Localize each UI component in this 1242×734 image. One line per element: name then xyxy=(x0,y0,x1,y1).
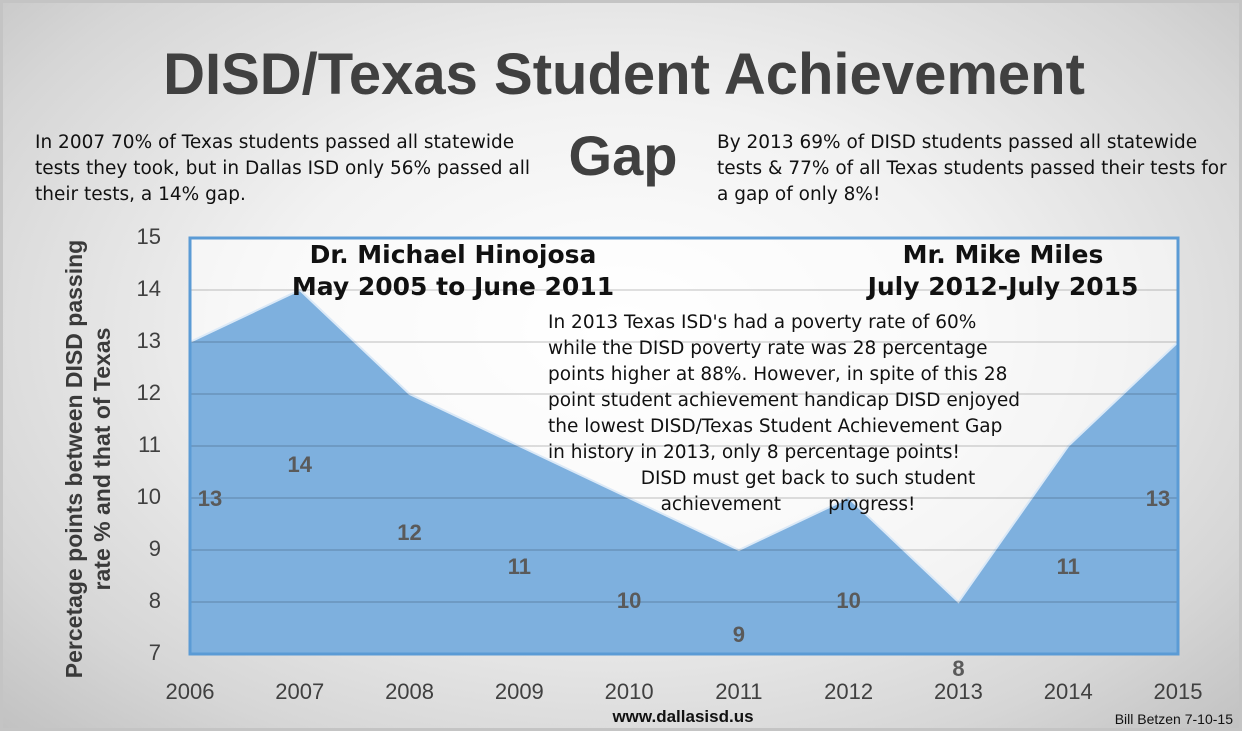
poverty-annotation: In 2013 Texas ISD's had a poverty rate o… xyxy=(548,310,1068,518)
footer-url: www.dallasisd.us xyxy=(612,707,754,726)
y-tick-label: 14 xyxy=(136,276,161,301)
annotation-line: in history in 2013, only 8 percentage po… xyxy=(548,442,960,463)
data-label: 13 xyxy=(1145,486,1171,511)
data-label: 10 xyxy=(836,588,861,613)
data-label: 14 xyxy=(287,452,312,477)
x-tick-label: 2011 xyxy=(715,679,763,704)
x-tick-label: 2015 xyxy=(1153,679,1203,704)
data-label: 12 xyxy=(397,520,422,545)
y-tick-label: 7 xyxy=(148,640,161,665)
era-name: Mr. Mike Miles xyxy=(902,240,1104,269)
era-label-hinojosa: Dr. Michael Hinojosa May 2005 to June 20… xyxy=(243,239,663,303)
annotation-line: point student achievement handicap DISD … xyxy=(548,390,1021,411)
note-left: In 2007 70% of Texas students passed all… xyxy=(35,132,530,205)
x-tick-label: 2007 xyxy=(275,679,325,704)
annotation-callout: achievement progress! xyxy=(660,494,916,515)
x-tick-label: 2013 xyxy=(933,679,983,704)
data-label: 10 xyxy=(616,588,642,613)
data-label: 9 xyxy=(732,622,745,647)
annotation-callout: DISD must get back to such student xyxy=(640,468,976,489)
era-name: Dr. Michael Hinojosa xyxy=(309,240,597,269)
note-right: By 2013 69% of DISD students passed all … xyxy=(717,132,1227,205)
annotation-line: while the DISD poverty rate was 28 perce… xyxy=(548,338,988,359)
y-tick-label: 13 xyxy=(136,328,161,353)
footer-credit: Bill Betzen 7-10-15 xyxy=(1114,711,1233,727)
y-tick-label: 10 xyxy=(136,484,161,509)
chart-title-line2: Gap xyxy=(568,124,678,187)
chart-title-line1: DISD/Texas Student Achievement xyxy=(163,42,1085,107)
y-tick-label: 12 xyxy=(136,380,161,405)
data-label: 13 xyxy=(197,486,223,511)
y-tick-label: 8 xyxy=(148,588,161,613)
annotation-line: In 2013 Texas ISD's had a poverty rate o… xyxy=(548,312,977,333)
x-tick-label: 2014 xyxy=(1043,679,1093,704)
x-tick-label: 2012 xyxy=(824,679,874,704)
x-tick-label: 2009 xyxy=(494,679,544,704)
annotation-line: the lowest DISD/Texas Student Achievemen… xyxy=(548,416,1003,437)
area-series xyxy=(190,290,1178,654)
era-dates: May 2005 to June 2011 xyxy=(291,272,615,301)
area-plot xyxy=(188,236,1180,656)
data-label: 8 xyxy=(952,656,965,681)
era-dates: July 2012-July 2015 xyxy=(867,272,1139,301)
x-tick-label: 2006 xyxy=(165,679,215,704)
y-tick-label: 11 xyxy=(138,432,161,457)
era-label-miles: Mr. Mike Miles July 2012-July 2015 xyxy=(803,239,1203,303)
data-label: 11 xyxy=(1056,554,1080,579)
annotation-line: points higher at 88%. However, in spite … xyxy=(548,364,1008,385)
x-tick-label: 2010 xyxy=(604,679,654,704)
data-label: 11 xyxy=(507,554,531,579)
x-tick-label: 2008 xyxy=(385,679,435,704)
y-tick-label: 15 xyxy=(136,224,161,249)
y-tick-label: 9 xyxy=(148,536,161,561)
